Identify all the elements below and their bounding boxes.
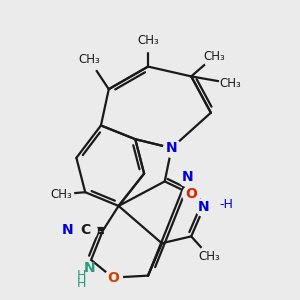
- Text: C: C: [80, 224, 90, 238]
- Text: H: H: [76, 277, 86, 290]
- Text: H: H: [76, 269, 86, 282]
- Text: -H: -H: [220, 199, 234, 212]
- Text: CH₃: CH₃: [51, 188, 73, 201]
- Text: N: N: [83, 261, 95, 275]
- Text: CH₃: CH₃: [78, 53, 100, 66]
- Text: O: O: [107, 271, 118, 285]
- Text: N: N: [62, 224, 74, 238]
- Text: N: N: [198, 200, 210, 214]
- Text: CH₃: CH₃: [220, 77, 242, 90]
- Text: CH₃: CH₃: [198, 250, 220, 262]
- Text: O: O: [185, 187, 197, 201]
- Text: CH₃: CH₃: [137, 34, 159, 46]
- Text: N: N: [166, 141, 177, 155]
- Text: CH₃: CH₃: [203, 50, 225, 63]
- Text: N: N: [182, 170, 193, 184]
